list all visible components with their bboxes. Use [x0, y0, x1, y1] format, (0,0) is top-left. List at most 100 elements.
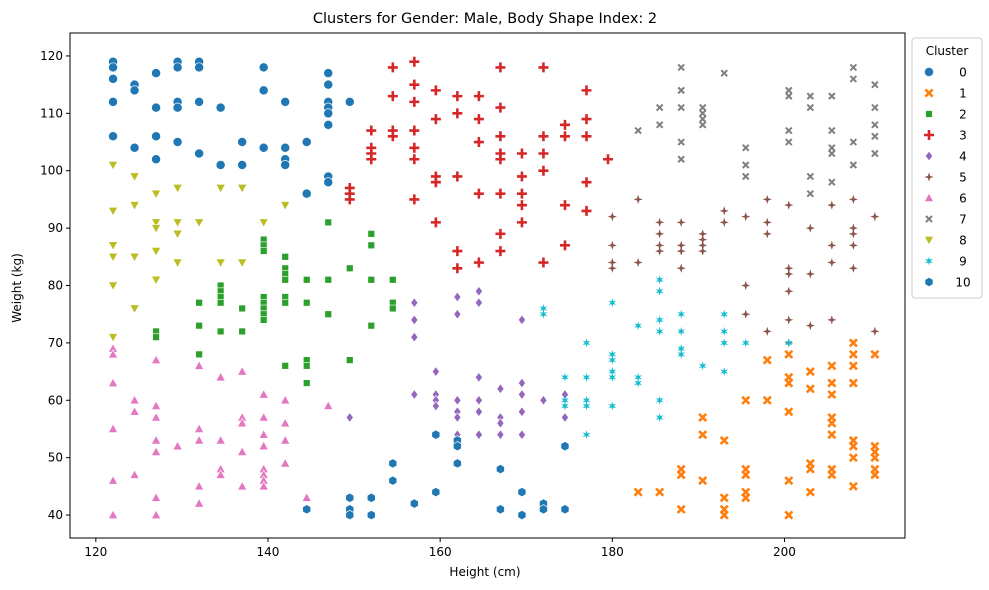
- data-point: [129, 394, 140, 405]
- data-point: [389, 276, 397, 284]
- data-point: [303, 276, 311, 284]
- data-point: [806, 172, 815, 181]
- data-point: [784, 349, 794, 359]
- data-point: [280, 96, 291, 107]
- data-point: [108, 96, 118, 107]
- data-point: [237, 366, 248, 376]
- y-tick-label: 40: [48, 508, 63, 522]
- legend-label: 5: [959, 171, 967, 185]
- data-point: [634, 321, 642, 331]
- legend-item-5: 5: [924, 171, 967, 185]
- data-point: [607, 257, 617, 268]
- data-point: [655, 121, 664, 129]
- data-point: [698, 234, 708, 245]
- legend-label: 6: [959, 192, 967, 206]
- data-point: [784, 407, 794, 417]
- legend-marker: [925, 215, 933, 223]
- legend-item-10: 10: [924, 276, 971, 290]
- data-point: [107, 475, 119, 485]
- y-tick-label: 70: [48, 336, 63, 350]
- data-point: [387, 62, 398, 73]
- x-axis-label: Height (cm): [449, 565, 520, 579]
- data-point: [237, 417, 248, 428]
- data-point: [538, 131, 549, 142]
- data-point: [410, 389, 419, 400]
- y-tick-label: 120: [40, 49, 63, 63]
- data-point: [603, 154, 614, 165]
- data-point: [452, 91, 463, 102]
- data-point: [389, 304, 397, 313]
- data-point: [323, 108, 334, 119]
- data-point: [539, 394, 548, 406]
- data-point: [129, 406, 140, 416]
- data-point: [259, 247, 268, 255]
- data-point: [108, 73, 118, 84]
- data-point: [301, 137, 312, 147]
- data-point: [655, 413, 664, 422]
- data-point: [452, 263, 463, 274]
- data-point: [474, 285, 483, 297]
- data-point: [607, 263, 617, 273]
- data-point: [280, 394, 291, 405]
- data-point: [280, 160, 291, 170]
- data-point: [848, 481, 858, 491]
- data-point: [301, 492, 312, 502]
- data-point: [496, 417, 505, 429]
- data-point: [516, 200, 527, 211]
- data-point: [720, 309, 729, 319]
- data-point: [828, 144, 836, 152]
- data-point: [237, 160, 248, 170]
- data-point: [581, 85, 592, 96]
- data-point: [473, 137, 484, 148]
- data-point: [655, 487, 665, 497]
- data-point: [430, 177, 441, 188]
- data-point: [785, 86, 793, 95]
- data-point: [473, 257, 484, 268]
- data-point: [827, 470, 837, 480]
- legend-marker: [923, 192, 935, 202]
- series-cluster-2: [152, 218, 397, 387]
- data-point: [129, 172, 140, 182]
- data-point: [150, 400, 162, 410]
- legend-item-1: 1: [924, 87, 967, 101]
- data-point: [827, 257, 837, 268]
- data-point: [633, 257, 643, 268]
- legend-label: 7: [959, 213, 967, 227]
- data-point: [870, 453, 880, 463]
- data-point: [495, 188, 506, 199]
- data-point: [784, 315, 794, 325]
- data-point: [473, 114, 484, 125]
- legend-label: 8: [959, 234, 967, 248]
- data-point: [848, 349, 858, 359]
- legend-item-9: 9: [925, 255, 967, 269]
- data-point: [431, 486, 441, 498]
- legend-label: 3: [959, 129, 967, 143]
- data-point: [258, 62, 269, 73]
- data-point: [473, 91, 484, 102]
- data-point: [495, 131, 506, 142]
- data-point: [258, 412, 269, 422]
- data-point: [367, 230, 375, 238]
- data-point: [452, 458, 462, 469]
- data-point: [608, 367, 617, 376]
- data-point: [346, 356, 354, 364]
- data-point: [517, 314, 526, 326]
- data-point: [762, 217, 772, 227]
- legend-label: 1: [959, 87, 967, 101]
- data-point: [559, 119, 570, 130]
- data-point: [581, 114, 592, 125]
- data-point: [805, 269, 815, 279]
- data-point: [581, 205, 592, 216]
- data-point: [452, 441, 462, 452]
- data-point: [215, 469, 226, 479]
- data-point: [539, 304, 548, 313]
- data-point: [805, 464, 815, 474]
- data-point: [719, 435, 729, 445]
- data-point: [346, 264, 354, 272]
- data-point: [216, 327, 225, 336]
- data-point: [871, 80, 879, 89]
- data-point: [698, 109, 707, 118]
- data-point: [698, 103, 707, 112]
- data-point: [848, 441, 858, 451]
- data-point: [150, 218, 162, 228]
